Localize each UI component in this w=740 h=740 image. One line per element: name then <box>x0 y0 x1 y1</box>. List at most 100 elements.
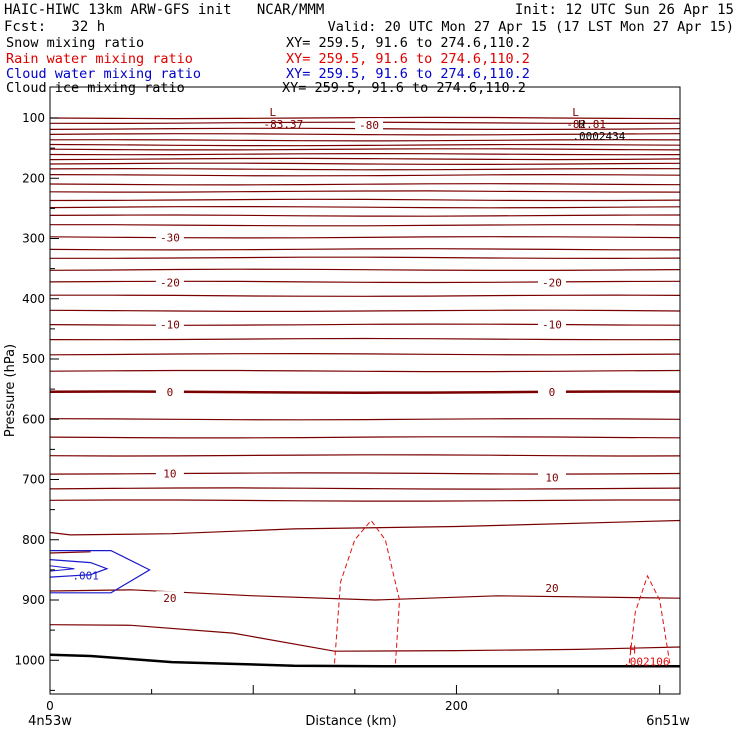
isotherm-line <box>49 133 681 136</box>
contour-label-bg <box>537 580 566 594</box>
field-cloudwater-label: Cloud water mixing ratio <box>6 66 202 82</box>
isotherm-line <box>49 162 681 166</box>
field-rain-label: Rain water mixing ratio <box>6 51 193 67</box>
field-cloudice-label: Cloud ice mixing ratio <box>6 80 185 96</box>
field-snow-xy: XY= 259.5, 91.6 to 274.6,110.2 <box>286 35 530 51</box>
isotherm-line <box>49 173 681 177</box>
isotherm-line <box>50 294 681 297</box>
contour-label-bg <box>155 317 184 331</box>
isotherm-line <box>49 390 681 394</box>
y-tick-label: 100 <box>22 111 45 125</box>
contour-label: -30 <box>160 231 180 244</box>
terrain-line <box>49 653 680 668</box>
forecast-hour: Fcst: 32 h <box>4 19 106 35</box>
isotherm-line <box>49 436 681 439</box>
isotherm-line <box>49 205 681 209</box>
init-time: Init: 12 UTC Sun 26 Apr 15 <box>514 2 734 18</box>
contour-label: 20 <box>545 582 558 595</box>
isotherm-line <box>49 337 681 341</box>
contour-label-bg <box>537 275 566 289</box>
extremum-marker: L <box>572 106 579 119</box>
rain-contour <box>628 574 671 664</box>
plot-border <box>49 86 681 695</box>
isotherm-line <box>49 280 681 284</box>
cloud-water-label: .001 <box>72 570 99 583</box>
extremum-value: .0002434 <box>572 130 625 143</box>
isotherm-line <box>49 309 681 312</box>
isotherm-line <box>49 116 681 120</box>
isotherm-line <box>49 139 681 142</box>
contour-label-bg <box>537 470 566 484</box>
isotherm-line <box>49 152 681 156</box>
y-tick-label: 500 <box>22 352 45 366</box>
contour-label: -20 <box>542 276 562 289</box>
isotherm-line <box>49 519 681 536</box>
contour-label: 10 <box>163 467 176 480</box>
valid-time: Valid: 20 UTC Mon 27 Apr 15 (17 LST Mon … <box>327 19 734 35</box>
isotherm-line <box>49 167 681 171</box>
contour-label: -10 <box>542 319 562 332</box>
y-tick-label: 900 <box>22 593 45 607</box>
isotherm-line <box>49 589 681 601</box>
y-tick-label: 200 <box>22 171 45 185</box>
y-tick-label: 1000 <box>14 653 45 667</box>
temperature-contours <box>49 116 681 652</box>
title-line: HAIC-HIWC 13km ARW-GFS init NCAR/MMM <box>4 2 325 18</box>
isotherm-line <box>49 198 681 202</box>
y-tick-label: 600 <box>22 412 45 426</box>
field-cloudice-xy: XY= 259.5, 91.6 to 274.6,110.2 <box>282 80 526 96</box>
field-rain-xy: XY= 259.5, 91.6 to 274.6,110.2 <box>286 51 530 67</box>
extremum-marker: H <box>578 118 585 131</box>
y-axis-label: Pressure (hPa) <box>3 344 18 437</box>
isotherm-line <box>49 157 681 161</box>
isotherm-line <box>49 248 681 251</box>
contour-labels: -80-30-20 -20-10 -100 010 102020L-83.37L-82.… <box>155 106 670 668</box>
extremum-marker: L <box>269 106 276 119</box>
x-start-label: 4n53w <box>28 714 72 729</box>
isotherm-line <box>49 143 681 147</box>
contour-label-bg <box>155 385 184 399</box>
contour-label: 0 <box>167 386 174 399</box>
contour-label-bg <box>155 466 184 480</box>
x-tick-label: 0 <box>46 699 54 713</box>
cloud-water-contour <box>49 565 75 572</box>
isotherm-line <box>49 487 681 490</box>
field-snow-label: Snow mixing ratio <box>6 35 145 51</box>
contour-label-bg <box>537 317 566 331</box>
y-tick-label: 300 <box>22 232 45 246</box>
isotherm-line <box>49 190 681 193</box>
contour-label: 10 <box>545 472 558 485</box>
extremum-value: -82.81 <box>566 118 606 131</box>
isotherm-line <box>49 472 681 475</box>
isotherm-line <box>50 224 681 227</box>
isotherm-line <box>49 499 680 502</box>
extremum-value: .002106 <box>623 655 669 668</box>
isotherm-line <box>49 214 681 217</box>
rain-contour <box>334 519 401 664</box>
isotherm-line <box>49 352 681 356</box>
contour-label-bg <box>155 591 184 605</box>
terrain-surface <box>49 653 680 668</box>
contour-label: 20 <box>163 592 176 605</box>
contour-label: -20 <box>160 276 180 289</box>
y-tick-label: 700 <box>22 473 45 487</box>
isotherm-line <box>49 236 681 239</box>
contour-label-bg <box>537 385 566 399</box>
field-cloudwater-xy: XY= 259.5, 91.6 to 274.6,110.2 <box>286 66 530 82</box>
extremum-marker: H <box>629 643 636 656</box>
isotherm-line <box>49 551 91 554</box>
extremum-value: -83.37 <box>263 118 303 131</box>
contour-label-bg <box>355 118 384 132</box>
isotherm-line <box>49 148 681 151</box>
contour-label-bg <box>155 230 184 244</box>
y-tick-label: 800 <box>22 533 45 547</box>
cloud-water-contour <box>50 550 151 594</box>
contour-label: -80 <box>359 119 379 132</box>
isotherm-line <box>49 418 681 421</box>
x-axis-label: Distance (km) <box>305 714 396 729</box>
contour-label: 0 <box>549 386 556 399</box>
x-tick-label: 200 <box>445 699 468 713</box>
y-tick-label: 400 <box>22 292 45 306</box>
